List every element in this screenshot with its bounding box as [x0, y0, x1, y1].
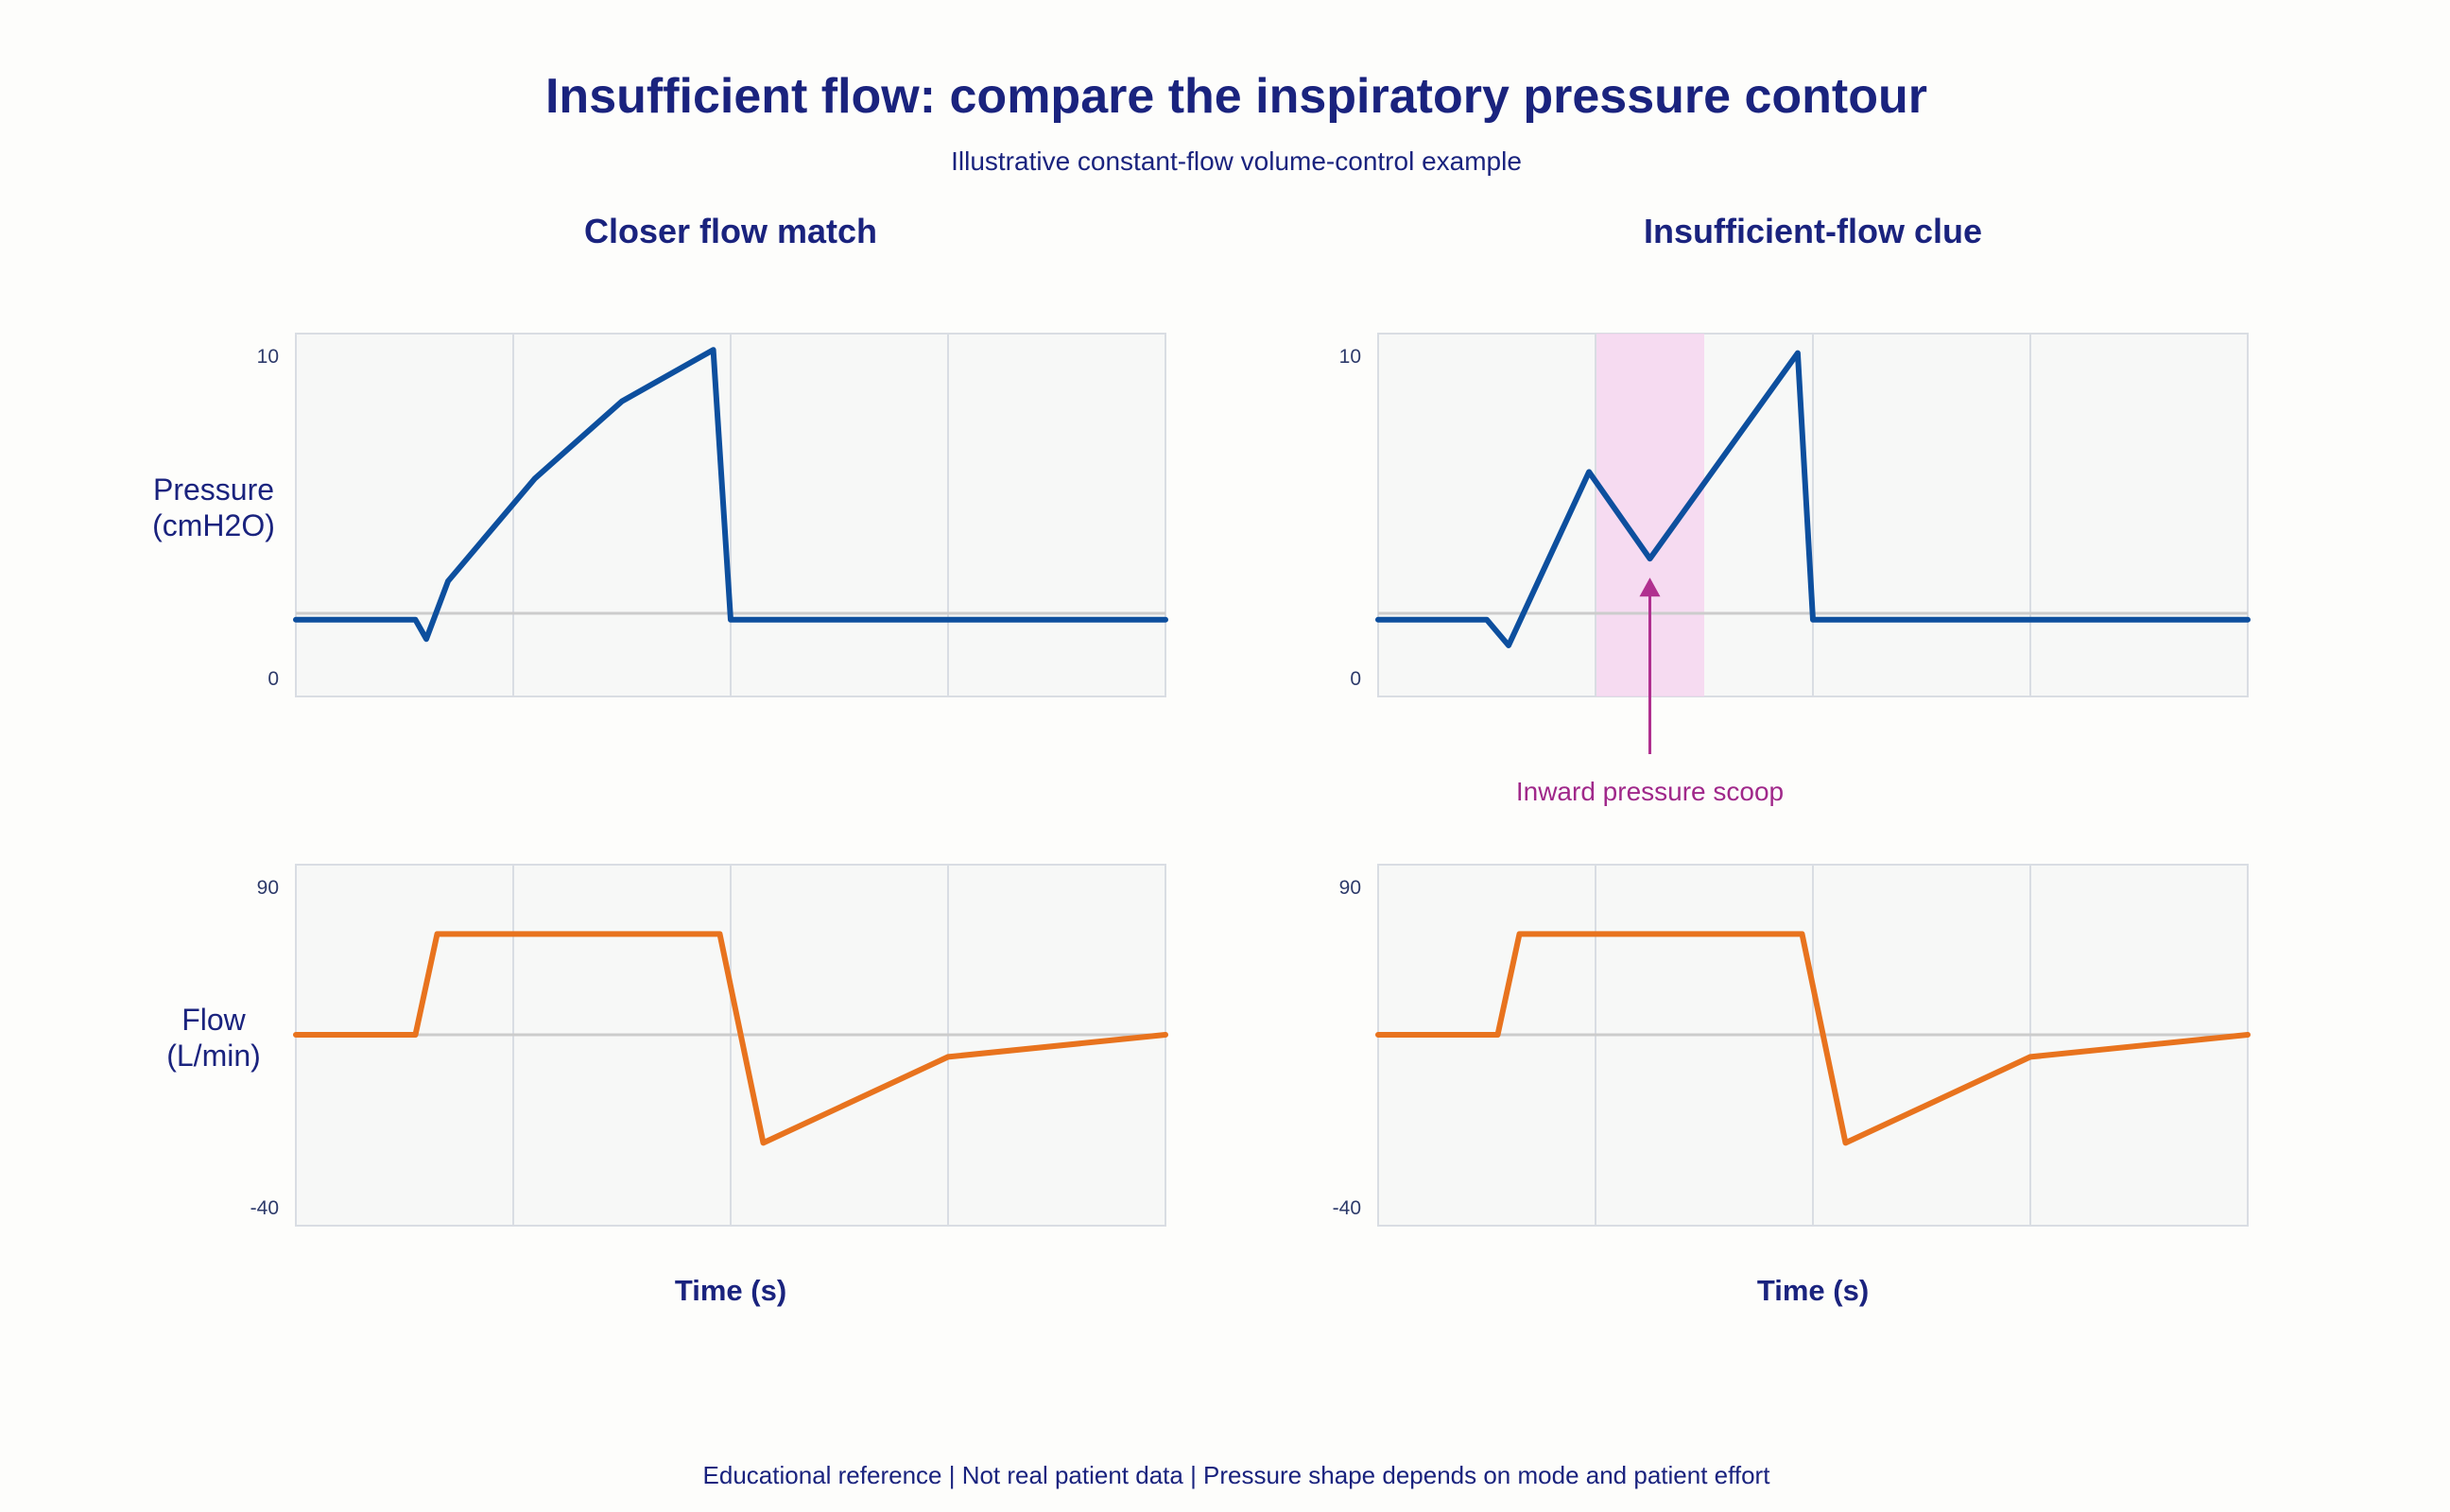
- pressure-line: [293, 347, 1168, 643]
- y-axis-unit: (L/min): [166, 1039, 261, 1073]
- y-tick-max: 90: [257, 877, 279, 899]
- y-tick-min: -40: [250, 1197, 279, 1219]
- panel-2: 90 -40 Flow(L/min) Time (s): [166, 864, 1168, 1307]
- chart-subtitle: Illustrative constant-flow volume-contro…: [951, 146, 1522, 176]
- y-tick-min: -40: [1333, 1197, 1361, 1219]
- footer-note: Educational reference | Not real patient…: [703, 1461, 1771, 1489]
- y-tick-max: 90: [1339, 877, 1361, 899]
- y-tick-max: 10: [257, 346, 279, 368]
- flow-line: [1375, 931, 2251, 1146]
- panel-title: Closer flow match: [584, 212, 877, 250]
- panels: 10 0 Closer flow match Pressure(cmH2O) 90 -40…: [152, 212, 2251, 1307]
- pressure-line: [1375, 350, 2251, 648]
- y-tick-min: 0: [267, 668, 279, 690]
- x-axis-label: Time (s): [675, 1274, 786, 1307]
- y-axis-unit: (cmH2O): [152, 508, 275, 542]
- panel-1: 10 0 Closer flow match Pressure(cmH2O): [152, 212, 1168, 697]
- panel-3: 10 0 Insufficient-flow clue Inward pressure…: [1339, 212, 2251, 806]
- panel-title: Insufficient-flow clue: [1644, 212, 1982, 250]
- x-axis-label: Time (s): [1757, 1274, 1869, 1307]
- panel-4: 90 -40 Time (s): [1333, 864, 2251, 1307]
- annotation-arrow-head: [1639, 577, 1661, 597]
- y-tick-max: 10: [1339, 346, 1361, 368]
- y-tick-min: 0: [1350, 668, 1361, 690]
- annotation-label: Inward pressure scoop: [1516, 777, 1784, 806]
- y-axis-label: Pressure: [153, 472, 274, 507]
- chart-title: Insufficient flow: compare the inspirato…: [545, 69, 1927, 124]
- flow-line: [293, 931, 1168, 1146]
- y-axis-label: Flow: [181, 1003, 246, 1037]
